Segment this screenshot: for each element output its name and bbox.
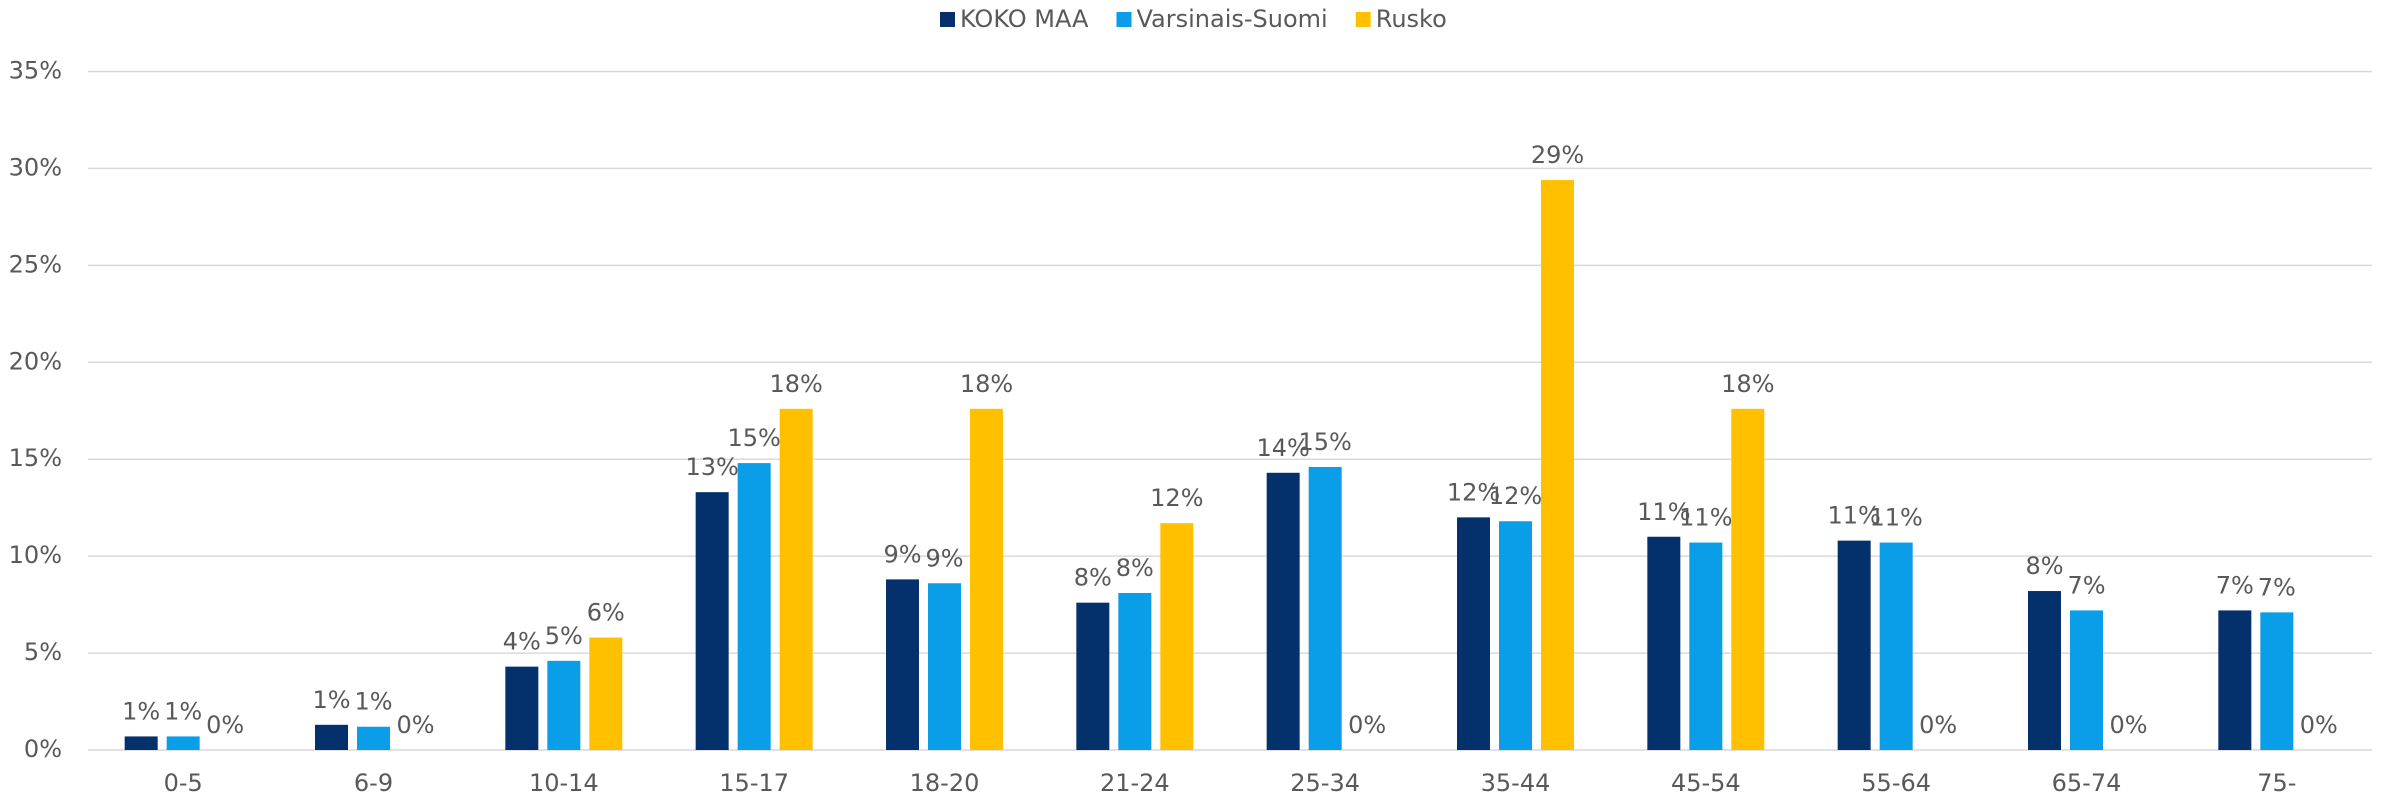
- value-label: 8%: [1116, 554, 1154, 582]
- y-tick-label: 30%: [9, 153, 62, 181]
- bar: [124, 736, 158, 750]
- value-label: 12%: [1489, 482, 1542, 510]
- bar: [779, 408, 813, 750]
- value-label: 4%: [503, 628, 541, 656]
- bar: [1837, 540, 1871, 750]
- value-label: 1%: [122, 697, 160, 725]
- legend-label: Varsinais-Suomi: [1136, 5, 1327, 33]
- value-label: 8%: [1074, 564, 1112, 592]
- value-label: 14%: [1256, 434, 1309, 462]
- bar: [2028, 591, 2061, 750]
- bar: [505, 666, 539, 750]
- legend-label: Rusko: [1376, 5, 1447, 33]
- value-label: 15%: [727, 424, 780, 452]
- bar: [1647, 536, 1681, 750]
- x-tick-label: 65-74: [2052, 769, 2122, 797]
- bar: [1308, 466, 1342, 750]
- x-tick-label: 45-54: [1671, 769, 1741, 797]
- value-label: 13%: [685, 453, 738, 481]
- bar: [1457, 517, 1490, 750]
- x-tick-label: 75-: [2257, 769, 2296, 797]
- bar: [1160, 523, 1194, 750]
- x-tick-label: 55-64: [1861, 769, 1931, 797]
- bar: [1689, 542, 1723, 750]
- bar: [928, 583, 961, 750]
- value-label: 0%: [396, 711, 434, 739]
- x-tick-label: 18-20: [910, 769, 980, 797]
- bar: [695, 492, 729, 750]
- bar: [737, 463, 771, 750]
- value-label: 11%: [1869, 504, 1922, 532]
- value-label: 1%: [164, 697, 202, 725]
- bar: [1076, 602, 1110, 750]
- bar: [589, 637, 623, 750]
- y-tick-label: 0%: [24, 735, 62, 763]
- value-label: 18%: [1721, 370, 1774, 398]
- y-tick-label: 10%: [9, 541, 62, 569]
- x-tick-label: 25-34: [1290, 769, 1360, 797]
- bar: [1731, 408, 1765, 750]
- bar: [1541, 180, 1574, 750]
- value-label: 9%: [883, 540, 921, 568]
- y-tick-label: 15%: [9, 444, 62, 472]
- bar: [315, 724, 348, 750]
- bar: [2218, 610, 2252, 750]
- x-tick-label: 6-9: [354, 769, 393, 797]
- value-label: 29%: [1531, 141, 1584, 169]
- bar: [357, 726, 390, 750]
- value-label: 0%: [2109, 711, 2147, 739]
- bar: [970, 408, 1003, 750]
- bar: [886, 579, 919, 750]
- legend-swatch: [940, 12, 955, 27]
- y-tick-label: 25%: [9, 250, 62, 278]
- y-tick-label: 5%: [24, 638, 62, 666]
- y-tick-label: 35%: [9, 57, 62, 85]
- value-label: 11%: [1679, 504, 1732, 532]
- x-tick-label: 15-17: [719, 769, 789, 797]
- value-label: 5%: [545, 622, 583, 650]
- value-label: 11%: [1827, 502, 1880, 530]
- value-label: 15%: [1298, 428, 1351, 456]
- x-tick-label: 10-14: [529, 769, 599, 797]
- value-label: 12%: [1447, 478, 1500, 506]
- value-label: 0%: [1348, 711, 1386, 739]
- value-label: 18%: [769, 370, 822, 398]
- value-label: 7%: [2216, 571, 2254, 599]
- x-tick-label: 21-24: [1100, 769, 1170, 797]
- value-label: 9%: [925, 544, 963, 572]
- value-label: 8%: [2025, 552, 2063, 580]
- legend-swatch: [1116, 12, 1132, 27]
- value-label: 1%: [354, 688, 392, 716]
- value-label: 7%: [2258, 573, 2296, 601]
- value-label: 0%: [206, 711, 244, 739]
- value-label: 0%: [2300, 711, 2338, 739]
- value-label: 12%: [1150, 484, 1203, 512]
- bar: [547, 660, 581, 750]
- value-label: 0%: [1919, 711, 1957, 739]
- bar: [1499, 521, 1532, 750]
- legend-label: KOKO MAA: [960, 5, 1089, 33]
- value-label: 11%: [1637, 498, 1690, 526]
- y-tick-label: 20%: [9, 347, 62, 375]
- value-label: 18%: [960, 370, 1013, 398]
- value-label: 6%: [587, 599, 625, 627]
- value-label: 7%: [2067, 571, 2105, 599]
- bar: [166, 736, 200, 750]
- x-tick-label: 35-44: [1481, 769, 1551, 797]
- bar: [1879, 542, 1913, 750]
- bar: [1266, 472, 1300, 750]
- value-label: 1%: [312, 686, 350, 714]
- bar: [2260, 612, 2294, 750]
- bar: [1118, 592, 1152, 750]
- x-tick-label: 0-5: [164, 769, 203, 797]
- bar: [2070, 610, 2103, 750]
- legend-swatch: [1355, 12, 1371, 27]
